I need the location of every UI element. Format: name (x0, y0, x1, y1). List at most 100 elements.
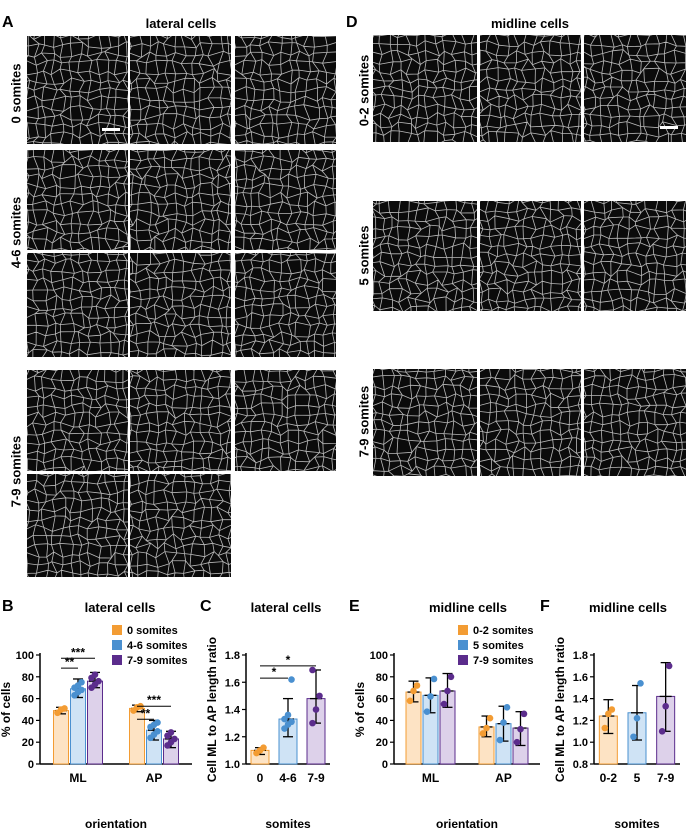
panel-label-c: C (200, 598, 212, 615)
x-tick-label: 5 (634, 771, 641, 785)
micrograph-tile (27, 253, 128, 357)
data-point (309, 666, 316, 674)
x-axis-label: somites (614, 817, 660, 831)
panel-b-title: lateral cells (84, 600, 156, 615)
y-tick-label: 1.6 (573, 672, 588, 684)
x-axis-label: orientation (85, 817, 147, 831)
legend-swatch (458, 625, 468, 635)
micrograph-tile (130, 36, 231, 144)
x-tick-label: ML (69, 771, 86, 785)
y-tick-label: 1.2 (573, 715, 588, 727)
y-axis-label: Cell ML to AP length ratio (205, 637, 219, 782)
micrograph-tile (584, 369, 686, 476)
data-point (260, 744, 267, 751)
micrograph-tile (584, 35, 686, 142)
panel-label-f: F (540, 598, 550, 615)
data-point (413, 682, 421, 689)
significance-label: ** (65, 655, 75, 669)
data-point (61, 705, 68, 712)
y-tick-label: 80 (376, 672, 388, 684)
data-point (503, 704, 511, 711)
x-axis-label: somites (265, 817, 311, 831)
data-point (483, 724, 490, 732)
y-tick-label: 1.4 (225, 705, 241, 717)
legend-swatch (112, 640, 122, 650)
panel-d-title: midline cells (490, 16, 570, 31)
data-point (288, 718, 295, 726)
data-point (154, 719, 161, 726)
micrograph-tile (27, 36, 128, 144)
data-point (658, 728, 666, 735)
x-tick-label: 4-6 (279, 771, 297, 785)
bar (53, 710, 69, 765)
data-point (447, 673, 455, 681)
data-point (288, 676, 295, 683)
data-point (637, 680, 644, 687)
micrograph-tile (27, 474, 128, 577)
data-point (662, 702, 669, 710)
panel-e-title: midline cells (428, 600, 508, 615)
micrograph-tile (373, 35, 477, 142)
data-point (284, 711, 292, 719)
panel-c-title: lateral cells (250, 600, 322, 615)
y-tick-label: 20 (376, 737, 388, 749)
legend-entry: 7-9 somites (473, 655, 534, 667)
legend-entry: 5 somites (473, 640, 524, 652)
x-tick-label: 0 (257, 771, 264, 785)
y-tick-label: 80 (22, 672, 34, 684)
legend-entry: 4-6 somites (127, 640, 188, 652)
y-tick-label: 100 (370, 650, 388, 662)
data-point (171, 735, 178, 743)
data-point (312, 706, 320, 713)
x-tick-label: 7-9 (307, 771, 325, 785)
micrograph-tile (480, 35, 581, 142)
micrograph-tile (27, 370, 128, 471)
y-tick-label: 1.0 (573, 737, 588, 749)
panel-label-d: D (346, 14, 358, 31)
legend-swatch (458, 640, 468, 650)
x-tick-label: 7-9 (657, 771, 675, 785)
panel-label-a: A (2, 14, 14, 31)
data-point (479, 730, 487, 737)
data-point (513, 738, 521, 746)
legend-swatch (112, 655, 122, 665)
x-tick-label: ML (422, 771, 439, 785)
data-point (410, 687, 417, 695)
data-point (520, 710, 528, 718)
bar (70, 688, 86, 765)
scale-bar (102, 128, 120, 131)
bar (87, 680, 103, 765)
y-tick-label: 1.0 (225, 759, 240, 771)
micrograph-tile (584, 201, 686, 311)
y-axis-label: % of cells (0, 682, 13, 738)
data-point (427, 693, 434, 700)
y-tick-label: 1.2 (225, 732, 240, 744)
significance-label: *** (71, 645, 85, 659)
panel-f-title: midline cells (588, 600, 668, 615)
y-axis-label: Cell ML to AP length ratio (553, 637, 567, 782)
y-tick-label: 40 (22, 715, 34, 727)
significance-label: * (286, 653, 291, 667)
micrograph-tile (235, 370, 336, 471)
data-point (167, 729, 175, 736)
y-tick-label: 1.8 (225, 650, 240, 662)
y-axis-label: % of cells (353, 682, 367, 738)
micrograph-tile (130, 370, 231, 471)
data-point (406, 697, 414, 705)
micrograph-tile (480, 201, 581, 311)
x-axis-label: orientation (436, 817, 498, 831)
micrograph-tile (27, 150, 128, 250)
legend-swatch (112, 625, 122, 635)
legend-entry: 0 somites (127, 625, 178, 637)
y-tick-label: 0.8 (573, 759, 588, 771)
y-tick-label: 60 (22, 694, 34, 706)
micrograph-tile (235, 150, 336, 250)
y-tick-label: 60 (376, 694, 388, 706)
data-point (601, 724, 609, 732)
y-tick-label: 1.6 (225, 677, 240, 689)
y-tick-label: 100 (16, 650, 34, 662)
data-point (154, 728, 161, 735)
data-point (78, 678, 85, 686)
data-point (630, 733, 637, 741)
